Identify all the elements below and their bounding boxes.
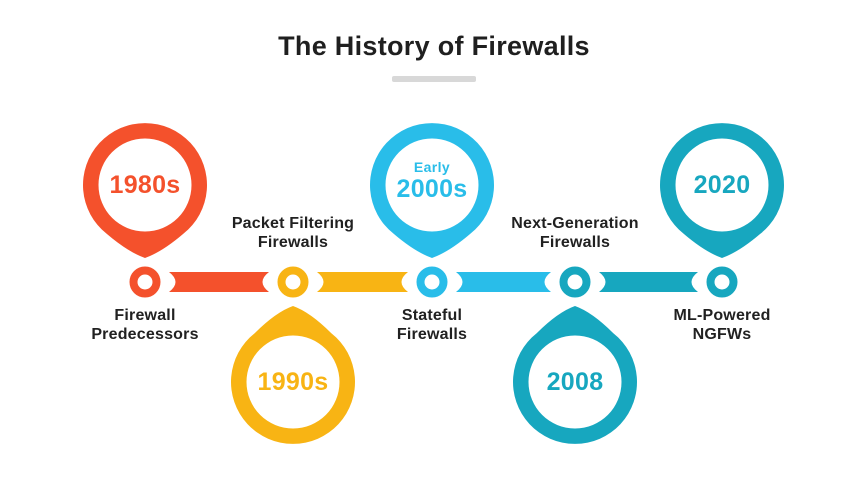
pin-year-1990s: 1990s: [257, 368, 329, 396]
title-underline: [392, 76, 476, 82]
timeline-segment-1: [169, 272, 269, 292]
node-1980s: [129, 266, 161, 298]
label-line: Firewall: [114, 307, 176, 324]
node-early-2000s: [416, 266, 448, 298]
pin-year-2008: 2008: [546, 368, 604, 396]
pin-year-early-2000s: Early 2000s: [362, 158, 502, 202]
label-stateful-firewalls: Stateful Firewalls: [332, 306, 532, 344]
label-line: ML-Powered: [673, 307, 771, 324]
label-firewall-predecessors: Firewall Predecessors: [45, 306, 245, 344]
pin-1980s-hole: [98, 138, 192, 232]
label-packet-filtering-firewalls: Packet Filtering Firewalls: [193, 214, 393, 252]
label-line: Next-Generation: [511, 215, 639, 232]
label-line: Predecessors: [91, 326, 199, 343]
label-line: Firewalls: [396, 326, 468, 343]
pin-early-2000s-hole: [385, 138, 479, 232]
label-line: Stateful: [401, 307, 463, 324]
node-1990s: [277, 266, 309, 298]
pin-2008-hole: [528, 335, 622, 429]
label-line: Firewalls: [539, 234, 611, 251]
timeline-segment-2: [317, 272, 408, 292]
page-title: The History of Firewalls: [278, 31, 590, 61]
label-next-generation-firewalls: Next-Generation Firewalls: [475, 214, 675, 252]
label-line: Packet Filtering: [231, 215, 355, 232]
label-line: NGFWs: [692, 326, 752, 343]
pin-year-2020: 2020: [693, 171, 751, 199]
label-ml-powered-ngfws: ML-Powered NGFWs: [622, 306, 822, 344]
pin-year-prefix: Early: [413, 159, 451, 175]
node-2008: [559, 266, 591, 298]
pin-year-value: 2000s: [396, 175, 468, 203]
pin-2020-hole: [675, 138, 769, 232]
node-2020: [706, 266, 738, 298]
timeline-segment-4: [599, 272, 698, 292]
pin-year-1980s: 1980s: [109, 171, 181, 199]
label-line: Firewalls: [257, 234, 329, 251]
pin-1990s-hole: [246, 335, 340, 429]
timeline-segment-3: [456, 272, 551, 292]
